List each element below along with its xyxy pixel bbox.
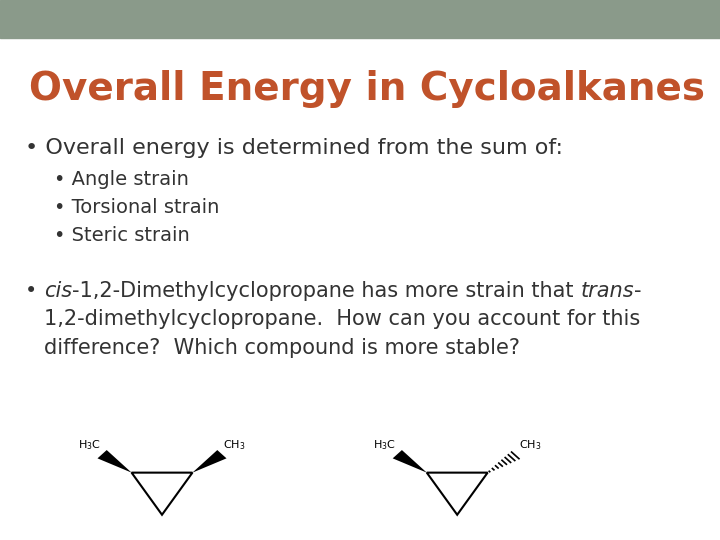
- Polygon shape: [192, 450, 227, 472]
- Text: •: •: [25, 281, 44, 301]
- Text: • Overall energy is determined from the sum of:: • Overall energy is determined from the …: [25, 138, 563, 158]
- Text: • Steric strain: • Steric strain: [54, 226, 190, 245]
- Text: trans: trans: [580, 281, 634, 301]
- Polygon shape: [97, 450, 132, 472]
- Text: 1,2-dimethylcyclopropane.  How can you account for this: 1,2-dimethylcyclopropane. How can you ac…: [44, 309, 640, 329]
- Text: • Torsional strain: • Torsional strain: [54, 198, 220, 217]
- Text: H$_3$C: H$_3$C: [373, 438, 396, 451]
- Text: -1,2-Dimethylcyclopropane has more strain that: -1,2-Dimethylcyclopropane has more strai…: [72, 281, 580, 301]
- Text: Overall Energy in Cycloalkanes: Overall Energy in Cycloalkanes: [29, 70, 705, 108]
- Bar: [0, 0, 720, 38]
- Text: • Angle strain: • Angle strain: [54, 170, 189, 189]
- Text: CH$_3$: CH$_3$: [518, 438, 541, 451]
- Text: cis: cis: [44, 281, 72, 301]
- Text: CH$_3$: CH$_3$: [223, 438, 246, 451]
- Polygon shape: [392, 450, 427, 472]
- Text: H$_3$C: H$_3$C: [78, 438, 101, 451]
- Text: -: -: [634, 281, 642, 301]
- Text: difference?  Which compound is more stable?: difference? Which compound is more stabl…: [44, 338, 520, 358]
